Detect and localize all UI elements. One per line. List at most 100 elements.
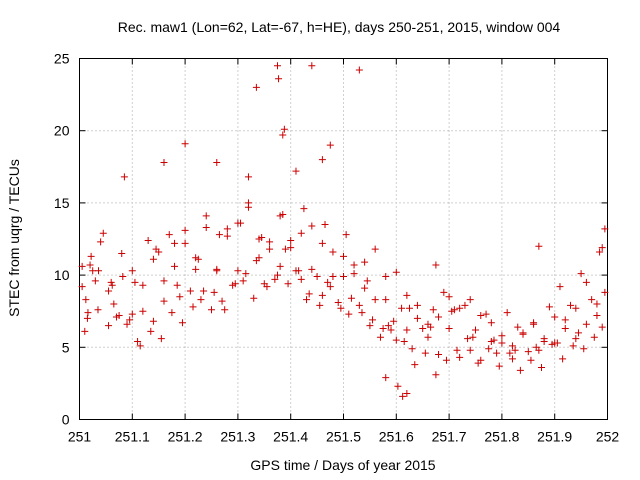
data-point bbox=[202, 212, 210, 220]
data-point bbox=[239, 277, 247, 285]
data-point bbox=[466, 346, 474, 354]
data-point bbox=[82, 296, 90, 304]
data-point bbox=[237, 219, 245, 227]
data-point bbox=[295, 267, 303, 275]
data-point bbox=[136, 342, 144, 350]
data-point bbox=[160, 297, 168, 305]
data-point bbox=[281, 245, 289, 253]
x-tick-label: 251.5 bbox=[326, 429, 361, 445]
data-point bbox=[482, 310, 490, 318]
data-point bbox=[178, 319, 186, 327]
data-point bbox=[275, 75, 283, 83]
data-point bbox=[87, 252, 95, 260]
data-point bbox=[334, 299, 342, 307]
data-point bbox=[390, 317, 398, 325]
data-point bbox=[421, 349, 429, 357]
data-point bbox=[171, 239, 179, 247]
data-point bbox=[340, 273, 347, 281]
data-point bbox=[347, 294, 355, 302]
data-point bbox=[442, 356, 450, 364]
data-point bbox=[413, 301, 421, 309]
data-point bbox=[456, 353, 464, 361]
y-tick-label: 0 bbox=[62, 412, 70, 428]
data-point bbox=[466, 296, 474, 304]
data-point bbox=[582, 278, 590, 286]
data-point bbox=[596, 248, 604, 256]
data-point bbox=[398, 304, 406, 312]
data-point bbox=[551, 313, 559, 321]
data-point bbox=[424, 333, 432, 341]
data-point bbox=[572, 304, 580, 312]
data-point bbox=[394, 382, 402, 390]
y-tick-label: 15 bbox=[54, 195, 70, 211]
axis-ticks: 251 251.1 251.2 251.3 251.4 251.5 251.6 251.7 25… bbox=[54, 51, 619, 445]
data-point bbox=[119, 273, 127, 281]
data-point bbox=[371, 245, 379, 253]
data-point bbox=[223, 225, 231, 233]
y-tick-label: 20 bbox=[54, 123, 70, 139]
data-point bbox=[244, 173, 252, 181]
data-point bbox=[490, 336, 498, 344]
data-point bbox=[453, 346, 461, 354]
data-point bbox=[165, 231, 173, 239]
data-point bbox=[110, 300, 118, 308]
y-tick-label: 10 bbox=[54, 267, 70, 283]
data-point bbox=[519, 329, 527, 337]
data-point bbox=[197, 296, 205, 304]
x-tick-label: 251.1 bbox=[115, 429, 150, 445]
data-point bbox=[498, 339, 506, 347]
data-point bbox=[511, 346, 519, 354]
data-point bbox=[593, 312, 601, 320]
data-point bbox=[514, 323, 522, 331]
data-point bbox=[213, 158, 221, 166]
data-point bbox=[213, 267, 221, 275]
data-point bbox=[440, 288, 448, 296]
data-point bbox=[86, 261, 94, 269]
data-point bbox=[324, 278, 332, 286]
data-point bbox=[284, 280, 292, 288]
data-point bbox=[300, 205, 308, 213]
data-point bbox=[173, 281, 181, 289]
data-point bbox=[577, 270, 585, 278]
data-point bbox=[355, 66, 363, 74]
data-point bbox=[469, 333, 477, 341]
data-point bbox=[567, 301, 575, 309]
data-point bbox=[78, 283, 86, 291]
data-point bbox=[329, 273, 337, 281]
data-point bbox=[485, 345, 493, 353]
data-point bbox=[99, 229, 107, 237]
data-point bbox=[280, 125, 288, 133]
data-point bbox=[234, 267, 242, 275]
data-point bbox=[168, 309, 176, 317]
data-point bbox=[134, 338, 142, 346]
x-tick-label: 252 bbox=[596, 429, 620, 445]
data-point bbox=[263, 283, 271, 291]
data-point bbox=[292, 167, 300, 175]
data-points bbox=[78, 62, 609, 400]
data-point bbox=[538, 364, 545, 372]
data-point bbox=[274, 62, 281, 70]
data-point bbox=[532, 343, 540, 351]
data-point bbox=[223, 232, 231, 240]
data-point bbox=[399, 392, 407, 400]
data-point bbox=[445, 325, 453, 333]
data-point bbox=[115, 312, 123, 320]
data-point bbox=[128, 310, 136, 318]
data-point bbox=[308, 62, 316, 70]
data-point bbox=[118, 249, 126, 257]
data-point bbox=[83, 314, 91, 322]
data-point bbox=[413, 314, 421, 322]
data-point bbox=[318, 156, 326, 164]
data-point bbox=[84, 309, 92, 317]
data-point bbox=[593, 300, 601, 308]
data-point bbox=[601, 225, 609, 233]
data-point bbox=[303, 296, 311, 304]
data-point bbox=[97, 238, 105, 246]
data-point bbox=[350, 270, 358, 278]
data-point bbox=[590, 333, 598, 341]
data-point bbox=[305, 290, 313, 298]
data-point bbox=[157, 335, 165, 343]
data-point bbox=[123, 320, 131, 328]
data-point bbox=[181, 239, 189, 247]
